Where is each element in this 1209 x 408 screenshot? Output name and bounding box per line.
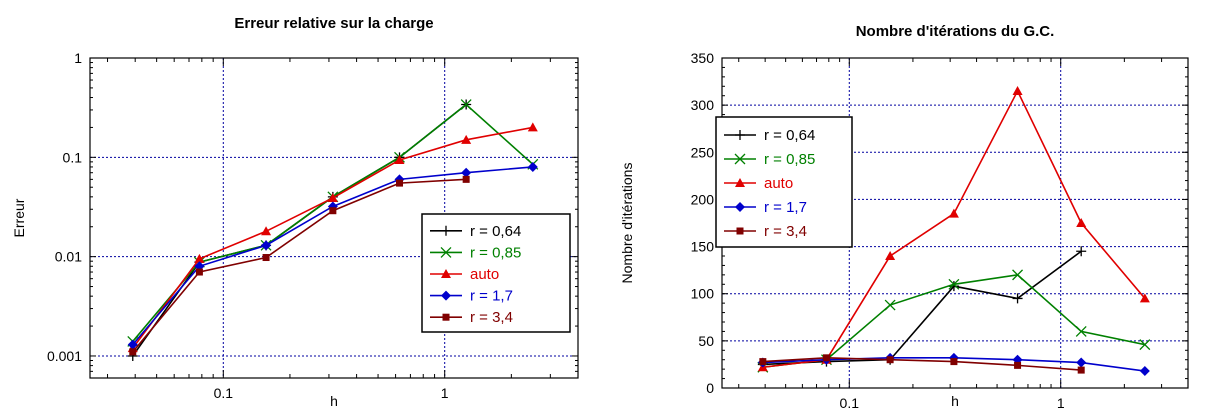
y-tick-label: 150 xyxy=(691,239,715,255)
data-point xyxy=(1012,86,1023,95)
x-tick-label: 1 xyxy=(1057,395,1065,408)
y-tick-label: 0.01 xyxy=(55,249,82,265)
data-point xyxy=(462,175,470,183)
data-point xyxy=(527,161,538,172)
data-point xyxy=(195,268,203,276)
data-point xyxy=(1076,246,1087,257)
x-axis-label: h xyxy=(330,393,338,408)
data-point xyxy=(1075,325,1087,337)
x-axis-label: h xyxy=(951,393,959,408)
legend-entry: r = 1,7 xyxy=(764,199,807,216)
legend-entry: r = 3,4 xyxy=(470,309,513,326)
data-point xyxy=(1012,269,1024,281)
series-4 xyxy=(759,354,1085,374)
data-point xyxy=(394,154,405,164)
y-tick-label: 0 xyxy=(706,380,714,396)
data-point xyxy=(1076,357,1087,368)
data-point xyxy=(527,122,538,132)
y-tick-label: 0.1 xyxy=(63,149,83,165)
data-point xyxy=(1077,366,1085,374)
x-tick-label: 0.1 xyxy=(840,395,860,408)
y-tick-label: 350 xyxy=(691,50,715,66)
data-point xyxy=(460,99,472,110)
data-point xyxy=(262,254,270,262)
series-0 xyxy=(757,246,1087,370)
legend-entry: r = 0,85 xyxy=(470,244,521,261)
data-point xyxy=(261,240,272,251)
series-line xyxy=(762,250,1082,366)
y-tick-label: 250 xyxy=(691,144,715,160)
data-point xyxy=(327,192,338,202)
legend-marker xyxy=(442,313,450,321)
legend-entry: auto xyxy=(470,266,499,283)
data-point xyxy=(1139,366,1150,377)
legend-entry: r = 0,85 xyxy=(764,151,815,168)
legend: r = 0,64 r = 0,85 auto r = 1,7 r = 3,4 xyxy=(715,116,853,248)
data-point xyxy=(396,179,404,187)
y-tick-label: 0.001 xyxy=(47,348,82,364)
data-point xyxy=(194,253,205,263)
data-point xyxy=(948,278,960,290)
series-4 xyxy=(129,175,470,356)
legend-entry: r = 3,4 xyxy=(764,223,807,240)
x-minor-ticks xyxy=(90,58,579,379)
data-point xyxy=(1076,218,1087,227)
legend-marker xyxy=(734,153,746,165)
data-point xyxy=(884,299,896,311)
legend-marker xyxy=(736,227,744,235)
y-tick-label: 50 xyxy=(698,333,714,349)
chart-cg-iterations: Nombre d'itérations du G.C. 0.1 1 0 50 100 150… xyxy=(619,23,1189,408)
y-tick-label: 200 xyxy=(691,191,715,207)
y-axis-label: Nombre d'itérations xyxy=(619,163,635,284)
legend-entry: auto xyxy=(764,175,793,192)
series-0 xyxy=(127,99,472,361)
data-point xyxy=(950,358,958,366)
legend-marker xyxy=(735,130,745,140)
series-2 xyxy=(127,122,538,353)
data-point xyxy=(1139,339,1151,351)
data-point xyxy=(329,207,337,215)
legend-marker xyxy=(441,225,451,236)
legend-entry: r = 0,64 xyxy=(470,223,521,240)
data-point xyxy=(1139,293,1150,303)
data-point xyxy=(261,226,272,236)
data-point xyxy=(461,167,472,178)
data-point xyxy=(127,339,138,350)
legend-marker xyxy=(441,269,451,278)
legend-marker xyxy=(735,202,745,212)
series-line xyxy=(132,178,467,353)
data-point xyxy=(759,358,767,366)
data-point xyxy=(1014,361,1022,369)
y-axis-label: Erreur xyxy=(11,198,27,237)
series-line xyxy=(762,357,1082,371)
chart-title: Erreur relative sur la charge xyxy=(234,15,433,32)
data-point xyxy=(822,354,830,362)
legend-entry: r = 0,64 xyxy=(764,127,815,144)
x-tick-label: 1 xyxy=(441,385,449,401)
data-point xyxy=(1012,293,1023,304)
data-point xyxy=(129,348,137,356)
y-tick-label: 100 xyxy=(691,286,715,302)
data-point xyxy=(948,208,959,218)
legend-marker xyxy=(440,246,452,258)
legend-marker xyxy=(441,290,451,301)
plot-area xyxy=(89,57,579,379)
series-line xyxy=(132,103,467,357)
chart-relative-error: Erreur relative sur la charge 0.1 1 0.001 0.… xyxy=(11,15,579,408)
chart-title: Nombre d'itérations du G.C. xyxy=(856,23,1055,40)
data-point xyxy=(461,134,472,144)
y-tick-label: 1 xyxy=(74,50,82,66)
legend-entry: r = 1,7 xyxy=(470,288,513,305)
data-point xyxy=(886,356,894,364)
data-point xyxy=(885,251,896,260)
y-tick-label: 300 xyxy=(691,97,715,113)
legend-marker xyxy=(735,178,745,187)
x-tick-label: 0.1 xyxy=(214,385,234,401)
legend: r = 0,64 r = 0,85 auto r = 1,7 r = 3,4 xyxy=(421,213,571,333)
